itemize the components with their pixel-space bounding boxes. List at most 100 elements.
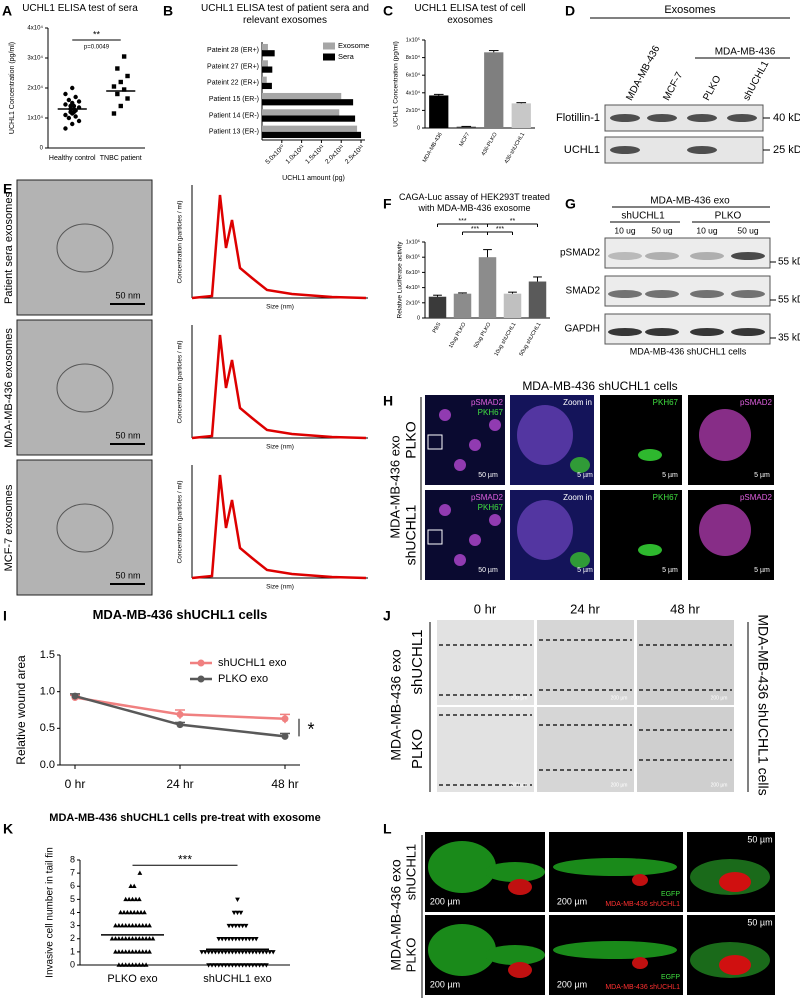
point (133, 962, 139, 967)
x-tick-label: TNBC patient (100, 155, 142, 162)
cell (469, 439, 481, 451)
micrograph (600, 490, 682, 580)
point (209, 963, 215, 968)
point (76, 99, 82, 104)
point (230, 923, 235, 929)
point (213, 950, 218, 955)
blot-header: Exosomes (664, 4, 716, 16)
x-tick-label: 50ug shUCHL1 (518, 322, 542, 358)
point (216, 950, 222, 955)
point (137, 870, 143, 875)
point (123, 923, 129, 928)
legend-label: Sera (338, 52, 355, 61)
point (223, 950, 228, 955)
point (121, 87, 127, 92)
point (243, 936, 249, 942)
cell (469, 534, 481, 546)
zoom-box (427, 434, 443, 450)
point (130, 896, 135, 902)
nta-trace (191, 474, 367, 580)
point (136, 923, 142, 928)
x-tick-label: 24 hr (166, 777, 193, 791)
point (233, 950, 239, 955)
bar (262, 66, 273, 73)
scale-label: 50 nm (115, 430, 140, 440)
bar (429, 95, 449, 128)
point (140, 962, 146, 967)
row-label: shUCHL1 (403, 844, 418, 900)
lane-label: 10 ug (696, 225, 718, 235)
scale-label: 200 µm (711, 695, 728, 701)
blot-row-label: GAPDH (564, 324, 600, 335)
y-axis-label: Relative wound area (14, 655, 28, 765)
micrograph (537, 707, 634, 792)
cell (439, 504, 451, 516)
point (243, 923, 249, 929)
point (125, 73, 130, 79)
point (70, 121, 75, 127)
point (123, 936, 129, 941)
y-tick-label: 6x10⁵ (406, 269, 420, 276)
scale-label: 200 µm (511, 695, 528, 701)
point (206, 950, 211, 955)
point (236, 963, 242, 968)
blot-band (687, 114, 717, 122)
point (253, 950, 259, 955)
point (147, 923, 152, 928)
panel-title: MDA-MB-436 shUCHL1 cells (522, 379, 677, 393)
point (206, 963, 211, 968)
blot-band (645, 328, 679, 336)
point (109, 936, 115, 941)
fish-body (553, 941, 677, 959)
point (143, 949, 149, 954)
point (111, 111, 117, 116)
vesicle (56, 223, 114, 273)
scale-label: 200 µm (430, 896, 460, 906)
point (70, 100, 75, 106)
bar (262, 131, 362, 139)
panel-letter: B (163, 3, 173, 19)
scale-label: 50 µm (478, 567, 498, 574)
point (233, 963, 239, 968)
point (136, 949, 142, 954)
point (250, 936, 256, 942)
panel-letter: F (383, 196, 392, 212)
blot-band (645, 290, 679, 298)
point (130, 923, 135, 928)
scale-label: 50 µm (478, 472, 498, 479)
scale-label: 200 µm (711, 782, 728, 788)
point (115, 91, 120, 97)
point (126, 936, 132, 941)
x-axis-label: UCHL1 amount (pg) (282, 175, 345, 182)
channel-label: EGFP (661, 891, 680, 898)
marker-label: 55 kDa (778, 257, 800, 268)
tumor (719, 872, 751, 892)
point (281, 732, 289, 740)
column-label: 24 hr (570, 601, 600, 616)
side-label: MDA-MB-436 exo (388, 859, 404, 970)
point (147, 949, 152, 954)
y-tick-label: 2x10⁴ (27, 85, 43, 92)
point (209, 950, 215, 955)
tumor (508, 962, 532, 978)
nucleus (699, 409, 751, 461)
blot-band (690, 252, 724, 260)
point (219, 950, 225, 955)
point (125, 909, 130, 915)
point (119, 936, 125, 941)
y-tick-label: 0.0 (40, 759, 55, 771)
point (230, 950, 235, 955)
point (113, 949, 118, 954)
point (115, 66, 120, 71)
cell (439, 409, 451, 421)
point (133, 923, 139, 928)
y-tick-label: 2x10⁵ (406, 299, 420, 306)
point (247, 950, 252, 955)
stain-label: pSMAD2 (471, 493, 504, 502)
scale-label: 5 µm (577, 567, 593, 574)
annotation: *** (458, 218, 466, 225)
row-label: PLKO (403, 421, 419, 458)
scale-label: 200 µm (430, 979, 460, 989)
blot-row-label: pSMAD2 (560, 248, 600, 259)
